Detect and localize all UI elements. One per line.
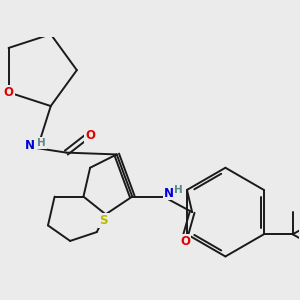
Text: H: H <box>175 185 183 195</box>
Text: H: H <box>37 138 46 148</box>
Text: N: N <box>25 140 34 152</box>
Text: O: O <box>4 86 14 99</box>
Text: O: O <box>180 235 190 248</box>
Text: N: N <box>164 187 174 200</box>
Text: O: O <box>85 129 95 142</box>
Text: S: S <box>99 214 108 227</box>
